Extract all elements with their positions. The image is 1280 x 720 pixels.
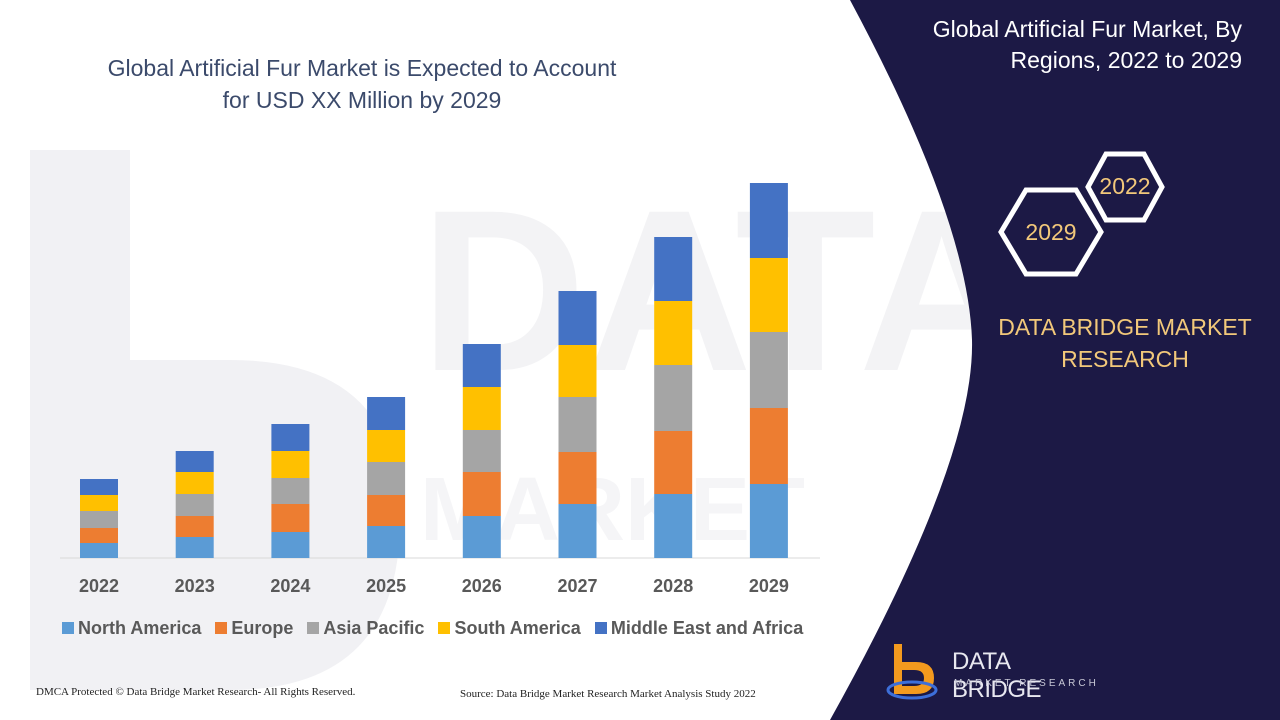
legend-label: South America xyxy=(454,617,581,638)
bar-segment-2023-2 xyxy=(175,494,214,516)
bar-segment-2027-3 xyxy=(558,345,597,397)
bar-segment-2025-1 xyxy=(367,495,406,526)
bar-segment-2022-3 xyxy=(80,495,118,511)
bar-segment-2026-3 xyxy=(462,387,501,430)
legend-label: Europe xyxy=(231,617,294,638)
legend-swatch xyxy=(215,622,228,634)
x-tick-label: 2026 xyxy=(462,576,502,596)
bar-segment-2024-4 xyxy=(271,424,310,451)
logo-mark-icon xyxy=(886,644,938,700)
bar-segment-2024-1 xyxy=(271,504,310,532)
bar-segment-2026-0 xyxy=(462,516,501,558)
bar-segment-2025-4 xyxy=(367,397,406,430)
chart-title: Global Artificial Fur Market is Expected… xyxy=(107,55,617,113)
panel-title: Global Artificial Fur Market, By Regions… xyxy=(932,16,1242,73)
hexagon-label-2022: 2022 xyxy=(1099,173,1151,199)
bar-segment-2028-3 xyxy=(654,301,693,365)
bar-segment-2029-0 xyxy=(749,484,788,558)
bar-segment-2026-2 xyxy=(462,430,501,472)
legend-swatch xyxy=(62,622,74,634)
legend-swatch xyxy=(594,622,607,634)
bar-segment-2029-4 xyxy=(749,183,788,258)
bar-segment-2026-4 xyxy=(462,344,501,387)
bar-segment-2027-0 xyxy=(558,504,597,558)
bar-segment-2024-3 xyxy=(271,451,310,478)
legend-swatch xyxy=(307,622,320,634)
x-tick-label: 2027 xyxy=(557,576,597,596)
legend-item: Middle East and Africa xyxy=(594,617,804,639)
bar-segment-2027-1 xyxy=(558,452,597,504)
bar-segment-2028-4 xyxy=(654,237,693,301)
x-tick-label: 2028 xyxy=(653,576,693,596)
bar-segment-2029-3 xyxy=(749,258,788,332)
data-bridge-logo: DATA BRIDGE MARKET RESEARCH xyxy=(882,640,1102,704)
legend-item: North America xyxy=(62,618,201,639)
bar-segment-2029-1 xyxy=(749,408,788,484)
x-tick-label: 2023 xyxy=(175,576,215,596)
x-tick-label: 2024 xyxy=(270,576,310,596)
legend-swatch xyxy=(438,622,451,634)
bar-segment-2023-3 xyxy=(175,472,214,494)
bar-segment-2022-1 xyxy=(80,528,118,543)
bar-segment-2028-1 xyxy=(654,431,693,494)
bar-segment-2022-2 xyxy=(80,511,118,528)
x-tick-label: 2022 xyxy=(79,576,119,596)
bar-segment-2025-0 xyxy=(367,526,406,558)
bar-segment-2027-4 xyxy=(558,291,597,345)
bar-segment-2029-2 xyxy=(749,332,788,408)
legend-item: Europe xyxy=(215,618,293,639)
bar-segment-2022-4 xyxy=(80,479,118,495)
bar-segment-2027-2 xyxy=(558,397,597,452)
legend-label: North America xyxy=(78,617,202,638)
legend-label: Middle East and Africa xyxy=(610,617,804,638)
source-note: Source: Data Bridge Market Research Mark… xyxy=(460,688,756,700)
bar-segment-2026-1 xyxy=(462,472,501,516)
legend-label: Asia Pacific xyxy=(323,617,425,638)
chart-legend: North America Europe Asia Pacific South Ame… xyxy=(62,616,803,640)
x-tick-label: 2029 xyxy=(749,576,789,596)
bar-segment-2024-2 xyxy=(271,478,310,504)
x-tick-label: 2025 xyxy=(366,576,406,596)
bar-segment-2023-0 xyxy=(175,537,214,558)
bar-segment-2028-2 xyxy=(654,365,693,431)
bar-segment-2024-0 xyxy=(271,532,310,558)
legend-item: Asia Pacific xyxy=(307,618,424,639)
logo-name: DATA BRIDGE xyxy=(952,648,1042,703)
bar-segment-2022-0 xyxy=(80,543,118,558)
bar-segment-2025-3 xyxy=(367,430,406,462)
bar-segment-2023-4 xyxy=(175,451,214,472)
hexagon-2029 xyxy=(998,187,1104,277)
logo-tagline: MARKET RESEARCH xyxy=(954,678,1099,689)
bar-segment-2025-2 xyxy=(367,462,406,495)
bar-segment-2028-0 xyxy=(654,494,693,558)
hexagon-2022 xyxy=(1085,151,1165,223)
hexagon-label-2029: 2029 xyxy=(1025,219,1077,245)
copyright-notice: DMCA Protected © Data Bridge Market Rese… xyxy=(36,686,356,698)
bar-segment-2023-1 xyxy=(175,516,214,537)
legend-item: South America xyxy=(438,617,581,639)
company-name: DATA BRIDGE MARKET RESEARCH xyxy=(998,314,1252,372)
